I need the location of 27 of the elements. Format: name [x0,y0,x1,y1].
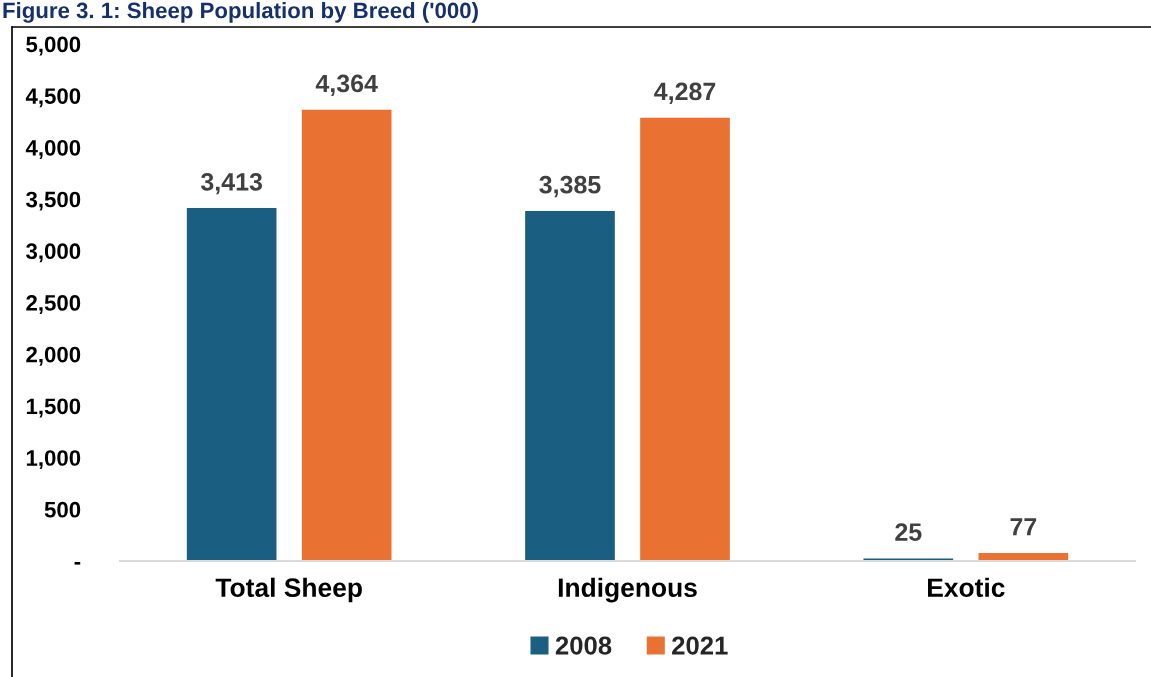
y-tick-label: 2,000 [26,346,81,366]
y-tick-label: 500 [44,501,81,518]
text: 77 [1010,518,1037,536]
y-tick-label: 4,000 [25,139,81,159]
y-tick-label: 2,500 [26,295,81,314]
y-tick-label: 3,500 [26,191,81,211]
legend-label: 2021 [672,636,728,655]
bar [186,208,277,561]
y-tick-label: - [74,561,81,565]
y-tick-label: 3,000 [26,243,81,263]
y-tick-label: 1,500 [26,398,81,418]
y-tick-label: 1,000 [26,450,81,470]
text: 4,364 [315,74,378,96]
text: 3,385 [539,175,601,198]
y-tick-label: 4,500 [25,88,81,108]
bar [525,210,615,561]
text: 25 [895,523,922,541]
bar [640,117,730,561]
text: 3,413 [200,172,263,195]
x-tick-label: Exotic [928,577,1005,598]
x-tick-label: Indigenous [558,577,697,603]
legend-label: 2008 [555,636,612,655]
y-tick-label: 5,000 [26,36,81,56]
x-tick-label: Total Sheep [215,577,362,603]
chart-title: Figure 3. 1: Sheep Population by Breed ('000) [3,2,478,23]
text: 4,287 [654,82,716,104]
bar [301,109,392,561]
